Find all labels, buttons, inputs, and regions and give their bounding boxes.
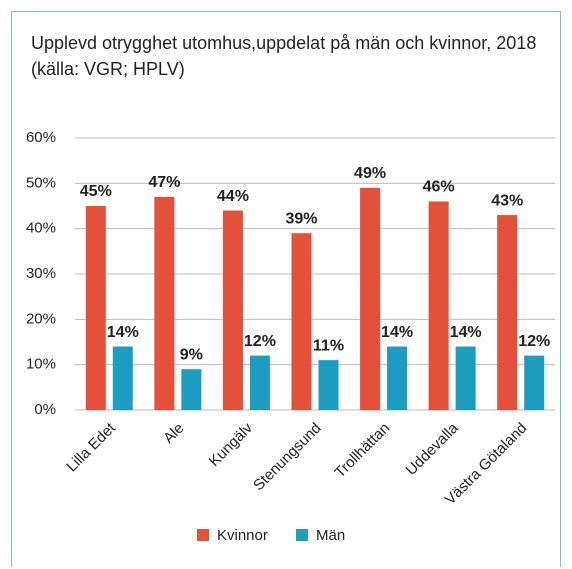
bar — [249, 355, 270, 410]
legend-label: Kvinnor — [217, 527, 268, 544]
value-label: 45% — [80, 183, 112, 200]
value-label: 43% — [491, 192, 523, 209]
bar — [291, 233, 312, 410]
x-tick-label: Lilla Edet — [63, 419, 119, 475]
y-tick-label: 20% — [26, 310, 56, 327]
value-label: 9% — [180, 346, 203, 363]
value-label: 11% — [313, 337, 344, 354]
legend-swatch — [296, 529, 308, 541]
legend-label: Män — [316, 527, 345, 544]
bar — [112, 346, 133, 410]
x-tick-label: Kungälv — [206, 419, 257, 470]
bar — [360, 187, 381, 410]
chart-title: Upplevd otrygghet utomhus,uppdelat på mä… — [31, 33, 537, 79]
value-label: 44% — [217, 188, 249, 205]
bar — [318, 360, 339, 410]
bar — [428, 201, 449, 410]
bar — [455, 346, 476, 410]
value-label: 12% — [244, 333, 276, 350]
x-tick-label: Stenungsund — [250, 420, 325, 495]
y-tick-label: 0% — [34, 401, 56, 418]
bar — [154, 196, 175, 410]
bar — [222, 210, 243, 410]
y-tick-label: 50% — [26, 174, 56, 191]
bar — [85, 206, 106, 410]
frame — [11, 11, 561, 567]
bar — [524, 355, 545, 410]
bar — [497, 215, 518, 410]
bar — [387, 346, 408, 410]
legend-swatch — [197, 529, 209, 541]
x-tick-label: Ale — [160, 420, 187, 447]
value-label: 49% — [354, 165, 386, 182]
value-label: 14% — [381, 324, 413, 341]
bar — [181, 369, 202, 410]
value-label: 39% — [285, 210, 317, 227]
value-label: 47% — [148, 174, 180, 191]
value-label: 14% — [107, 324, 139, 341]
x-tick-label: Uddevalla — [403, 419, 463, 479]
x-tick-label: Trollhättan — [331, 420, 393, 482]
y-tick-label: 10% — [26, 356, 56, 373]
value-label: 46% — [423, 179, 455, 196]
y-tick-label: 30% — [26, 265, 56, 282]
y-tick-label: 40% — [26, 220, 56, 237]
y-tick-label: 60% — [26, 129, 56, 146]
value-label: 14% — [450, 324, 482, 341]
value-label: 12% — [518, 333, 550, 350]
